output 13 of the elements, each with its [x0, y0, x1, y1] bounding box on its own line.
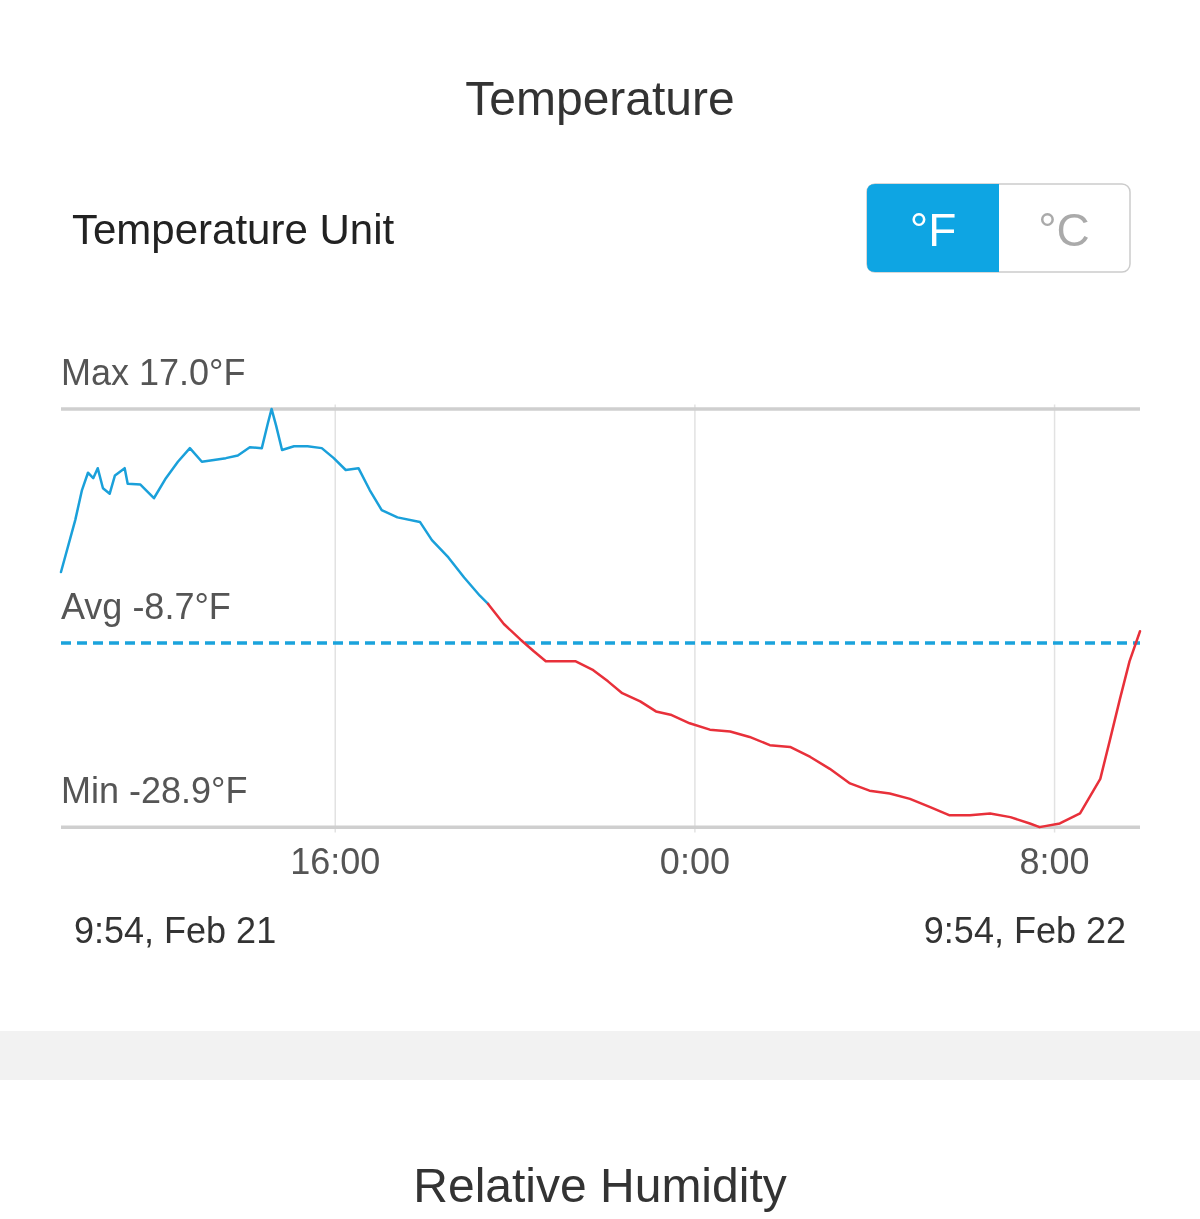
ref-line-label: Avg -8.7°F: [61, 586, 231, 628]
text: 9:54, Feb 21: [74, 910, 277, 951]
chart-title: Temperature: [465, 72, 735, 125]
text: 9:54, Feb 22: [923, 910, 1126, 951]
x-tick-label: 16:00: [290, 841, 381, 882]
x-tick-label: 8:00: [1019, 841, 1090, 882]
ref-line-label: Min -28.9°F: [61, 770, 248, 812]
text: Temperature Unit: [72, 206, 395, 253]
text: Relative Humidity: [413, 1159, 787, 1212]
text: °C: [1038, 204, 1090, 256]
text: °F: [909, 204, 957, 256]
x-tick-label: 0:00: [659, 841, 730, 882]
ref-line-label: Max 17.0°F: [61, 351, 246, 393]
